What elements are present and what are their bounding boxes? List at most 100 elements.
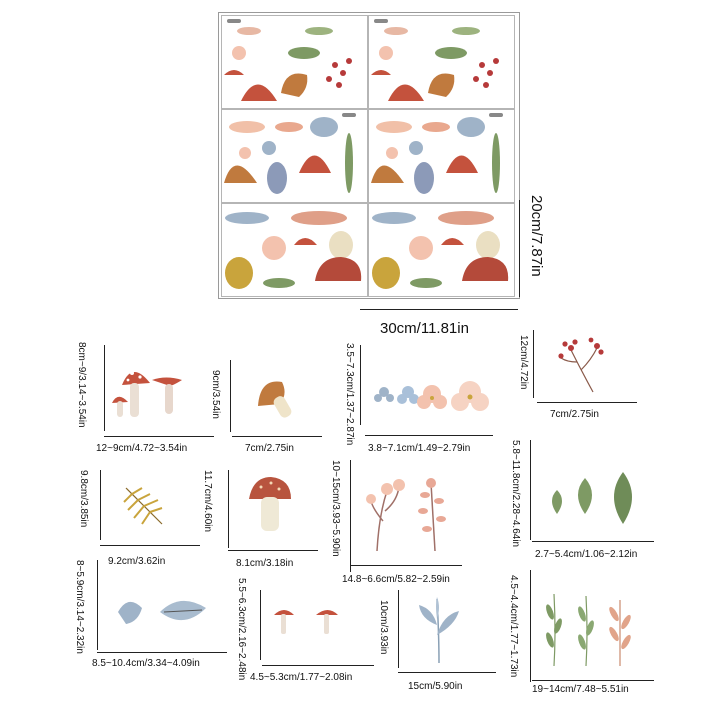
blue-sprig-illustration	[419, 597, 459, 664]
dimension-line	[104, 345, 105, 431]
sheet-fern	[372, 257, 400, 289]
sheet-mushroom	[388, 84, 424, 101]
sheet-cone	[267, 162, 287, 194]
dimension-line	[537, 402, 637, 403]
small-red-mushrooms-height: 5.5~6.3cm/2.16~2.48in	[236, 578, 247, 681]
slim-leaves-width: 19~14cm/7.48~5.51in	[532, 684, 629, 695]
sheet-mushroom	[299, 155, 331, 173]
small-flowers-illustration	[374, 381, 489, 411]
pink-flowers-width: 14.8~6.6cm/5.82~2.59in	[342, 574, 450, 585]
sheet-branch	[237, 27, 261, 35]
sheet-leaf	[225, 212, 269, 224]
dimension-line	[262, 665, 374, 666]
sheet-tab	[342, 113, 356, 117]
dimension-line	[97, 560, 98, 650]
dimension-line	[228, 470, 229, 548]
sheet-flower	[262, 141, 276, 155]
dimension-line	[398, 672, 496, 673]
sheet-mushroom	[462, 257, 509, 281]
dimension-line	[532, 680, 654, 681]
sheet-mushroom	[224, 70, 244, 75]
small-flowers-width: 3.8~7.1cm/1.49~2.79in	[368, 443, 471, 454]
berry-branch-illustration	[558, 337, 604, 393]
sheet-leaf	[457, 117, 485, 137]
sheet-leaf	[263, 278, 295, 288]
height-arrow	[519, 200, 520, 297]
fern-leaf-height: 9.8cm/3.85in	[78, 470, 89, 528]
sheet-leaf	[345, 133, 353, 193]
dimension-line	[532, 541, 654, 542]
berry-branch-height: 12cm/4.72in	[518, 335, 529, 390]
width-arrow	[360, 309, 518, 310]
blue-sprig-width: 15cm/5.90in	[408, 681, 463, 692]
sheet-berry	[336, 82, 342, 88]
small-flowers-height: 3.5~7.3cm/1.37~2.87in	[344, 343, 355, 446]
sheet-mushroom	[224, 165, 257, 183]
small-red-mushrooms-width: 4.5~5.3cm/1.77~2.08in	[250, 672, 353, 683]
fern-leaf-width: 9.2cm/3.62in	[108, 556, 166, 567]
dimension-line	[530, 570, 531, 682]
sheet-flower	[409, 236, 433, 260]
sheet-branch	[229, 121, 265, 133]
sheet-flower	[262, 236, 286, 260]
sticker-sheet-preview	[218, 12, 520, 299]
sheet-fern	[225, 257, 253, 289]
sheet-mushroom	[428, 73, 455, 97]
red-mushrooms-height: 8cm~9/3.14~3.54in	[76, 342, 87, 428]
sheet-tab	[489, 113, 503, 117]
sheet-flower	[386, 147, 398, 159]
pink-flowers-illustration	[366, 478, 446, 552]
dimension-line	[97, 652, 227, 653]
dimension-line	[530, 440, 531, 540]
sheet-mushroom	[371, 165, 404, 183]
dimension-line	[533, 330, 534, 398]
sheet-leaf	[410, 278, 442, 288]
pink-flowers-height: 10~15cm/3.93~5.90in	[330, 460, 341, 557]
dimension-line	[228, 550, 318, 551]
sheet-mushroom	[476, 231, 500, 259]
white-stem-mushroom-height: 11.7cm/4.60in	[202, 470, 213, 533]
sheet-leaf	[310, 117, 338, 137]
sheet-berry	[479, 62, 485, 68]
sheet-leaf	[288, 47, 320, 59]
sheet-branch	[291, 211, 347, 225]
sheet-berry	[326, 76, 332, 82]
dimension-line	[398, 590, 399, 668]
sheet-flower	[232, 46, 246, 60]
white-stem-mushroom-width: 8.1cm/3.18in	[236, 558, 294, 569]
sheet-mushroom	[241, 84, 277, 101]
sheet-mushroom	[294, 238, 317, 245]
berry-branch-width: 7cm/2.75in	[550, 409, 599, 420]
green-leaves-height: 5.8~11.8cm/2.28~4.64in	[510, 440, 521, 548]
brown-mushroom-width: 7cm/2.75in	[245, 443, 294, 454]
dimension-line	[232, 436, 322, 437]
sheet-flower	[379, 46, 393, 60]
sheet-cone	[414, 162, 434, 194]
sheet-leaf	[492, 133, 500, 193]
sheet-berry	[473, 76, 479, 82]
sheet-berry	[346, 58, 352, 64]
sheet-flower	[409, 141, 423, 155]
white-stem-mushroom-illustration	[249, 477, 291, 531]
sheet-flower	[239, 147, 251, 159]
sheet-branch	[376, 121, 412, 133]
sheet-tab	[374, 19, 388, 23]
sheet-leaf	[435, 47, 467, 59]
slim-leaves-height: 4.5~4.4cm/1.77~1.73in	[508, 575, 519, 678]
blue-sprig-height: 10cm/3.93in	[378, 600, 389, 655]
sheet-leaf	[305, 27, 333, 35]
dimension-line	[230, 360, 231, 432]
blue-leaves-height: 8~5.9cm/3.14~2.32in	[74, 560, 85, 654]
dimension-line	[100, 545, 200, 546]
dimension-line	[260, 590, 261, 660]
brown-mushroom-illustration	[258, 381, 292, 418]
sheet-mushroom	[315, 257, 362, 281]
sheet-mushroom	[441, 238, 464, 245]
sheet-mushroom	[446, 155, 478, 173]
sheet-mushroom	[329, 231, 353, 259]
dimension-line	[365, 435, 493, 436]
sheet-berry	[332, 62, 338, 68]
brown-mushroom-height: 9cm/3.54in	[210, 370, 221, 419]
dimension-line	[350, 565, 462, 566]
sheet-mushroom	[371, 70, 391, 75]
